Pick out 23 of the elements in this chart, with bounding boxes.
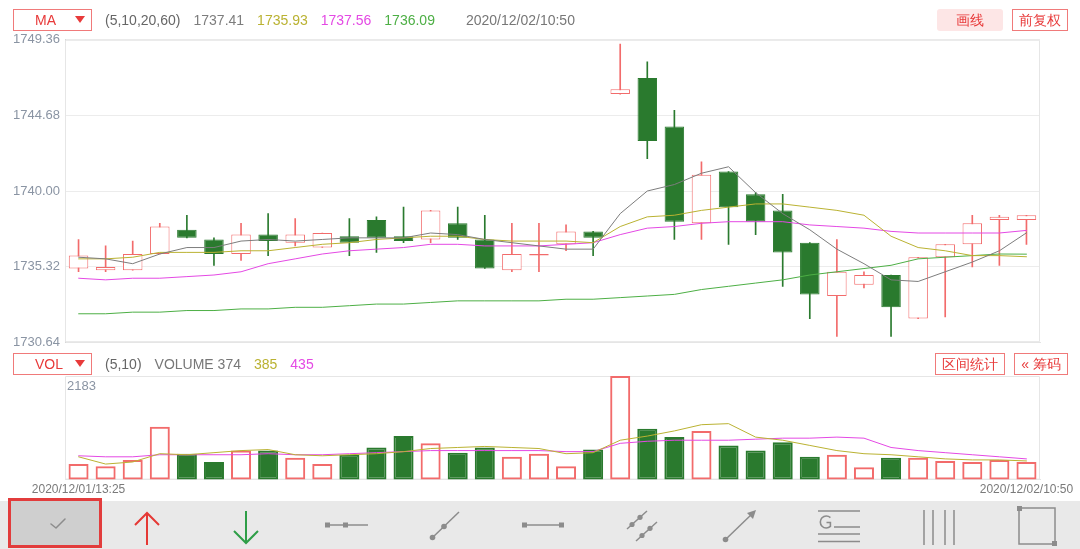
text: 1737.41 [193, 11, 245, 30]
text: 1737.56 [320, 11, 372, 30]
y-tick-label: 1735.32 [13, 258, 60, 274]
legend-title: (5,10) [105, 355, 142, 374]
text: 2020/12/02/10:50 [465, 11, 575, 30]
text: VOLUME 374 [154, 355, 241, 374]
text: 435 [290, 355, 314, 374]
y-tick-label: 1730.64 [13, 333, 60, 349]
y-tick-label: 1740.00 [13, 182, 60, 198]
y-tick-label: 1744.68 [13, 106, 60, 122]
text: MA [35, 12, 56, 28]
x-tick-label: 2020/12/01/13:25 [31, 482, 126, 497]
text: 画线 [956, 12, 984, 28]
text: 1736.09 [384, 11, 435, 30]
text: 1735.93 [257, 11, 308, 30]
text: « 筹码 [1021, 356, 1061, 372]
annotation: 2183 [67, 378, 96, 393]
text: 区间统计 [942, 356, 999, 372]
text: 385 [253, 355, 278, 374]
text: 前复权 [1019, 12, 1061, 28]
y-tick-label: 1749.36 [13, 31, 60, 47]
text: VOL [35, 356, 64, 372]
legend-title: (5,10,20,60) [105, 11, 181, 30]
